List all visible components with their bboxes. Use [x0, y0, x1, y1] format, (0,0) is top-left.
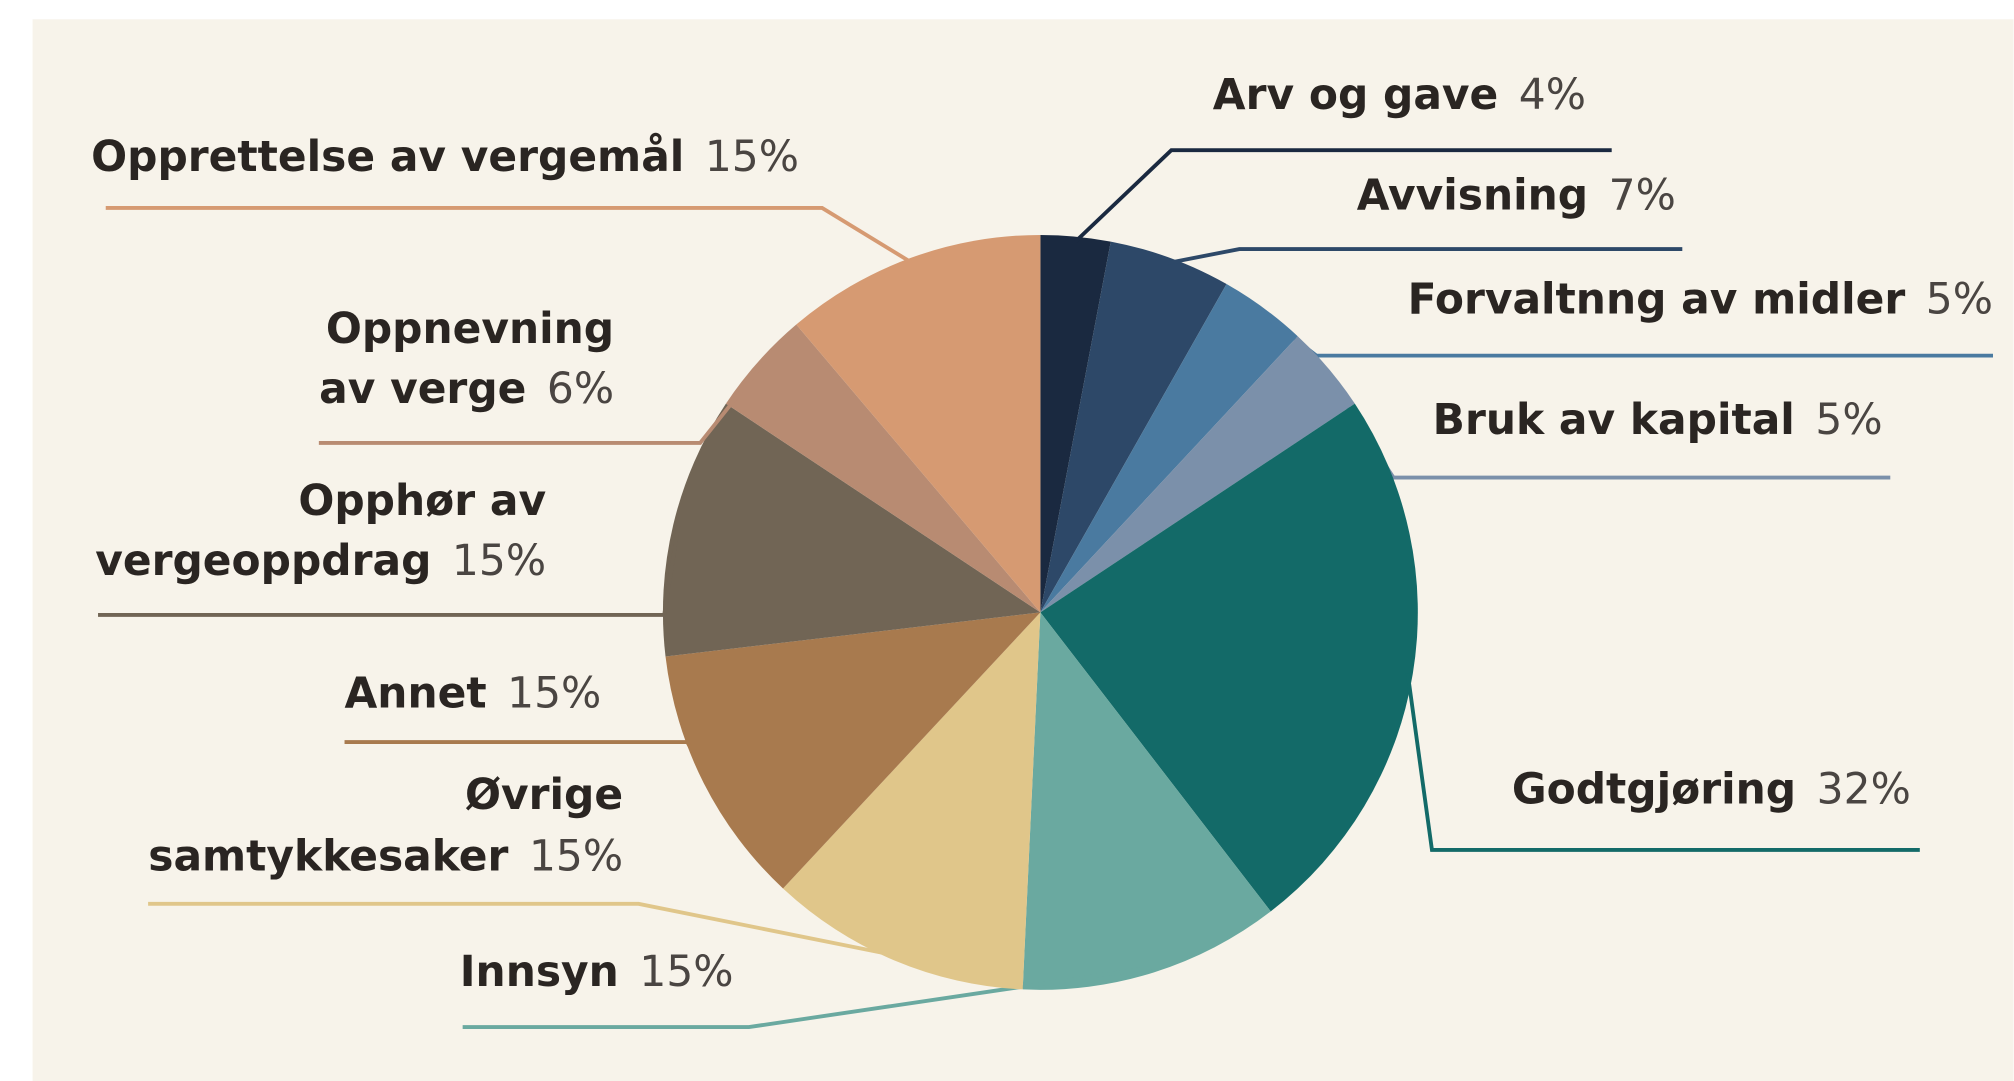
slice-label: samtykkesaker 15% [148, 831, 623, 880]
pie-slice [1040, 403, 1418, 912]
leader-line [1073, 148, 1612, 244]
slice-label: Opprettelse av vergemål 15% [91, 132, 799, 181]
pie-slice [662, 403, 1041, 657]
pie-slice [665, 612, 1041, 889]
pie-slice [725, 324, 1041, 613]
label-value: 15% [705, 132, 799, 181]
pie-slice [1022, 612, 1271, 990]
label-name: Innsyn [460, 947, 619, 996]
label-name: av verge [319, 364, 526, 413]
label-value: 5% [1815, 395, 1882, 444]
label-value: 15% [529, 831, 623, 880]
label-name: Arv og gave [1213, 70, 1498, 119]
slice-label: Godtgjøring 32% [1512, 765, 1911, 814]
leader-line [1168, 247, 1683, 265]
pie-slice [1040, 234, 1111, 613]
slice-label: Arv og gave 4% [1213, 70, 1586, 119]
slice-label: Avvisning 7% [1357, 170, 1676, 219]
slice-label: Opphør av [298, 476, 546, 525]
label-value: 15% [452, 536, 546, 585]
label-name: Opphør av [298, 476, 546, 525]
leader-line [344, 740, 710, 782]
slice-label: Øvrige [465, 770, 623, 819]
slice-label: Bruk av kapital 5% [1433, 395, 1883, 444]
label-name: Godtgjøring [1512, 765, 1796, 814]
pie-slice [1040, 336, 1355, 613]
leader-line [148, 901, 897, 958]
label-name: Forvaltnng av midler [1408, 274, 1906, 323]
label-name: Annet [345, 668, 487, 717]
pie-slice [783, 612, 1041, 990]
slice-label: Oppnevning [326, 304, 614, 353]
label-value: 6% [547, 364, 614, 413]
label-value: 15% [507, 668, 601, 717]
pie-slice [1040, 284, 1298, 613]
leader-line [98, 525, 681, 617]
pie-slice [1040, 241, 1227, 613]
label-name: vergeoppdrag [95, 536, 431, 585]
slice-label: Innsyn 15% [460, 947, 734, 996]
label-value: 32% [1817, 765, 1911, 814]
leader-line [318, 363, 764, 445]
label-value: 7% [1609, 170, 1676, 219]
slice-label: Forvaltnng av midler 5% [1408, 274, 1993, 323]
label-name: Bruk av kapital [1433, 395, 1795, 444]
leader-line [105, 206, 914, 265]
slice-label: Annet 15% [345, 668, 602, 717]
slice-label: av verge 6% [319, 364, 614, 413]
leader-line [1405, 672, 1920, 852]
label-name: Oppnevning [326, 304, 614, 353]
pie-slice [796, 234, 1041, 613]
slice-label: vergeoppdrag 15% [95, 536, 546, 585]
label-name: Avvisning [1357, 170, 1588, 219]
label-name: Øvrige [465, 770, 623, 819]
label-value: 4% [1519, 70, 1586, 119]
label-value: 5% [1926, 274, 1993, 323]
leader-line [1322, 370, 1891, 480]
label-name: Opprettelse av vergemål [91, 132, 684, 181]
label-value: 15% [639, 947, 733, 996]
label-name: samtykkesaker [148, 831, 508, 880]
